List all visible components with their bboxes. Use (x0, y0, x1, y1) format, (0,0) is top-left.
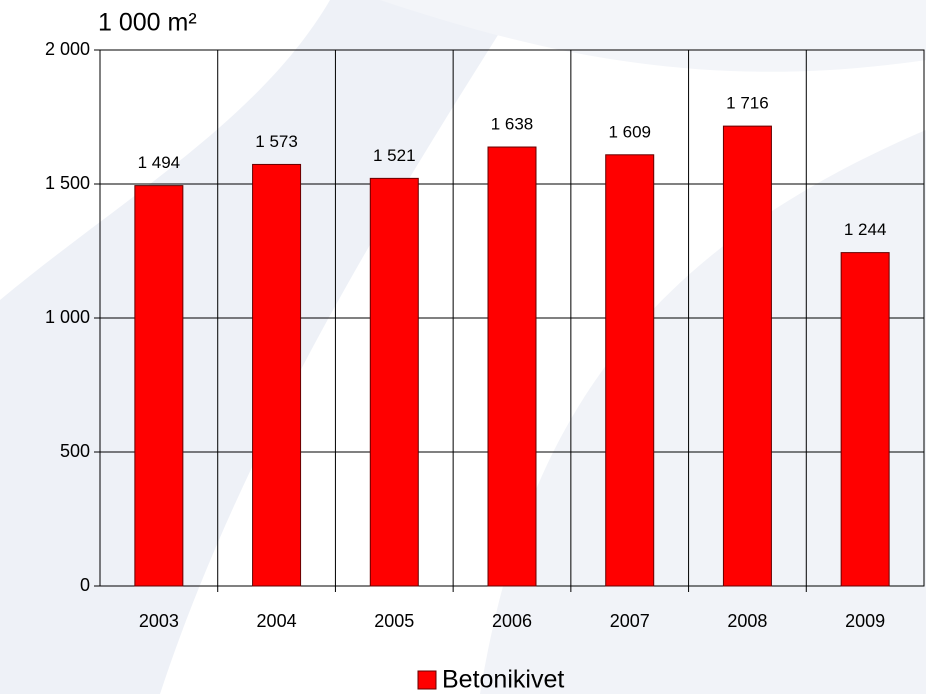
legend-label: Betonikivet (442, 666, 564, 694)
bar (840, 252, 890, 587)
y-axis-label: 1 000 m² (98, 9, 197, 37)
y-tick-label: 1 000 (45, 307, 90, 327)
data-label: 1 244 (844, 220, 887, 239)
x-tick-label: 2005 (374, 611, 414, 631)
y-tick-label: 2 000 (45, 39, 90, 59)
data-label: 1 573 (255, 132, 298, 151)
x-tick-label: 2003 (139, 611, 179, 631)
bar (605, 154, 655, 587)
swoosh (380, 0, 926, 72)
data-label: 1 638 (491, 115, 534, 134)
bar (487, 146, 537, 587)
legend-swatch (417, 670, 437, 690)
x-tick-label: 2009 (845, 611, 885, 631)
x-tick-label: 2008 (727, 611, 767, 631)
data-label: 1 716 (726, 94, 769, 113)
bar (134, 185, 184, 587)
data-label: 1 494 (138, 153, 181, 172)
x-tick-label: 2004 (257, 611, 297, 631)
bar (369, 177, 419, 587)
y-tick-label: 500 (60, 441, 90, 461)
bar (252, 163, 302, 587)
data-label: 1 609 (608, 122, 651, 141)
y-tick-label: 0 (80, 575, 90, 595)
bar (722, 125, 772, 587)
x-tick-label: 2007 (610, 611, 650, 631)
swoosh (480, 130, 926, 694)
x-tick-label: 2006 (492, 611, 532, 631)
y-tick-label: 1 500 (45, 173, 90, 193)
data-label: 1 521 (373, 146, 416, 165)
